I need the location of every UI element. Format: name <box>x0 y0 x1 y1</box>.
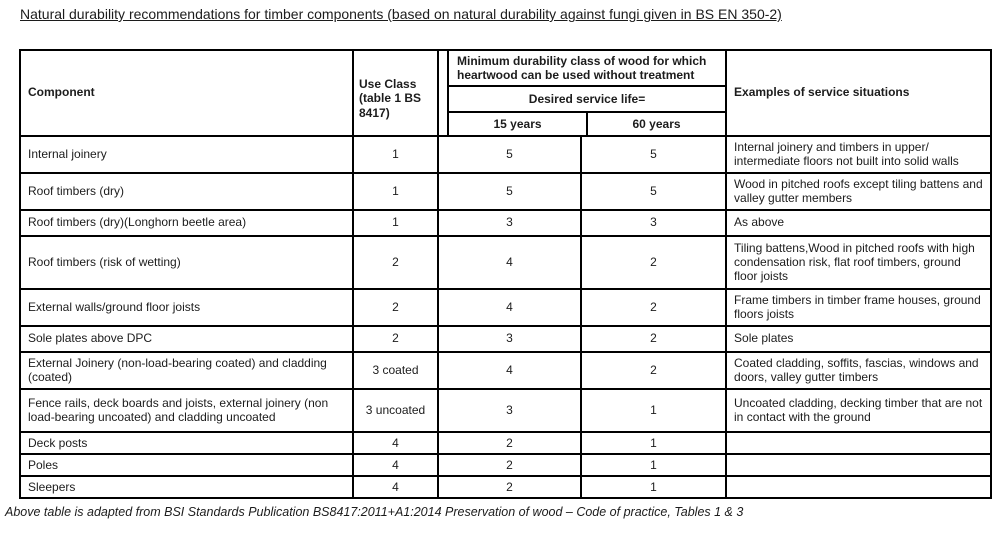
use-class-cell: 1 <box>352 208 439 237</box>
component-cell: Poles <box>19 452 354 477</box>
examples-cell: Internal joinery and timbers in upper/​i… <box>725 134 993 174</box>
durability-60y-cell: 5 <box>579 171 728 211</box>
header-durability-title: Minimum durability class of wood for whi… <box>449 51 726 87</box>
header-use-class: Use Class (table 1 BS 8417) <box>352 48 439 137</box>
durability-15y-cell: 5 <box>437 171 582 211</box>
use-class-cell: 4 <box>352 430 439 455</box>
table-row: Sleepers 4 2 1 <box>19 474 993 499</box>
examples-cell <box>725 452 993 477</box>
table-row: Fence rails, deck boards and joists, ext… <box>19 387 993 433</box>
examples-cell <box>725 474 993 499</box>
durability-60y-cell: 2 <box>579 324 728 353</box>
use-class-cell: 2 <box>352 324 439 353</box>
use-class-cell: 1 <box>352 171 439 211</box>
component-cell: Deck posts <box>19 430 354 455</box>
use-class-cell: 2 <box>352 287 439 327</box>
page-title: Natural durability recommendations for t… <box>20 6 782 22</box>
durability-15y-cell: 2 <box>437 452 582 477</box>
examples-cell: Tiling battens,Wood in pitched roofs wit… <box>725 234 993 290</box>
header-examples: Examples of service situations <box>725 48 993 137</box>
component-cell: Roof timbers (risk of wetting) <box>19 234 354 290</box>
component-cell: Internal joinery <box>19 134 354 174</box>
use-class-cell: 4 <box>352 474 439 499</box>
examples-cell: Sole plates <box>725 324 993 353</box>
durability-15y-cell: 5 <box>437 134 582 174</box>
durability-15y-cell: 2 <box>437 474 582 499</box>
durability-15y-cell: 4 <box>437 287 582 327</box>
header-component: Component <box>19 48 354 137</box>
durability-15y-cell: 2 <box>437 430 582 455</box>
table-row: Roof timbers (dry) 1 5 5 Wood in pitched… <box>19 171 993 211</box>
examples-cell: Uncoated cladding, decking timber that a… <box>725 387 993 433</box>
table-row: External walls/ground floor joists 2 4 2… <box>19 287 993 327</box>
header-durability-group: Minimum durability class of wood for whi… <box>436 48 728 137</box>
table-row: Roof timbers (dry)(Longhorn beetle area)… <box>19 208 993 237</box>
use-class-cell: 2 <box>352 234 439 290</box>
durability-header-box: Minimum durability class of wood for whi… <box>447 50 726 135</box>
header-60-years: 60 years <box>632 116 681 131</box>
durability-60y-cell: 2 <box>579 287 728 327</box>
durability-15y-cell: 4 <box>437 234 582 290</box>
examples-cell <box>725 430 993 455</box>
table-row: Poles 4 2 1 <box>19 452 993 477</box>
header-years-row: 15 years 60 years <box>449 112 725 135</box>
durability-15y-cell: 3 <box>437 208 582 237</box>
durability-15y-cell: 3 <box>437 324 582 353</box>
durability-60y-cell: 1 <box>579 387 728 433</box>
table-row: Roof timbers (risk of wetting) 2 4 2 Til… <box>19 234 993 290</box>
durability-15y-cell: 3 <box>437 387 582 433</box>
header-row: Component Use Class (table 1 BS 8417) Mi… <box>19 48 993 137</box>
component-cell: External walls/ground floor joists <box>19 287 354 327</box>
header-service-life: Desired service life= <box>449 87 726 113</box>
durability-60y-cell: 1 <box>579 474 728 499</box>
use-class-cell: 4 <box>352 452 439 477</box>
table-header: Component Use Class (table 1 BS 8417) Mi… <box>19 48 993 137</box>
examples-cell: As above <box>725 208 993 237</box>
examples-cell: Wood in pitched roofs except tiling batt… <box>725 171 993 211</box>
durability-60y-cell: 3 <box>579 208 728 237</box>
component-cell: Sole plates above DPC <box>19 324 354 353</box>
component-cell: Roof timbers (dry) <box>19 171 354 211</box>
table-body: Internal joinery 1 5 5 Internal joinery … <box>19 134 993 499</box>
table-row: Deck posts 4 2 1 <box>19 430 993 455</box>
durability-60y-cell: 1 <box>579 452 728 477</box>
use-class-cell: 3 uncoated <box>352 387 439 433</box>
table-row: External Joinery (non-load-bearing coate… <box>19 350 993 390</box>
table-row: Internal joinery 1 5 5 Internal joinery … <box>19 134 993 174</box>
component-cell: Fence rails, deck boards and joists, ext… <box>19 387 354 433</box>
durability-60y-cell: 2 <box>579 234 728 290</box>
durability-15y-cell: 4 <box>437 350 582 390</box>
footnote: Above table is adapted from BSI Standard… <box>5 504 744 519</box>
use-class-cell: 1 <box>352 134 439 174</box>
table-row: Sole plates above DPC 2 3 2 Sole plates <box>19 324 993 353</box>
component-cell: External Joinery (non-load-bearing coate… <box>19 350 354 390</box>
durability-60y-cell: 5 <box>579 134 728 174</box>
use-class-cell: 3 coated <box>352 350 439 390</box>
durability-60y-cell: 1 <box>579 430 728 455</box>
component-cell: Roof timbers (dry)(Longhorn beetle area) <box>19 208 354 237</box>
header-15-years: 15 years <box>449 112 589 135</box>
examples-cell: Frame timbers in timber frame houses, gr… <box>725 287 993 327</box>
component-cell: Sleepers <box>19 474 354 499</box>
examples-cell: Coated cladding, soffits, fascias, windo… <box>725 350 993 390</box>
durability-60y-cell: 2 <box>579 350 728 390</box>
durability-table: Component Use Class (table 1 BS 8417) Mi… <box>19 48 993 499</box>
